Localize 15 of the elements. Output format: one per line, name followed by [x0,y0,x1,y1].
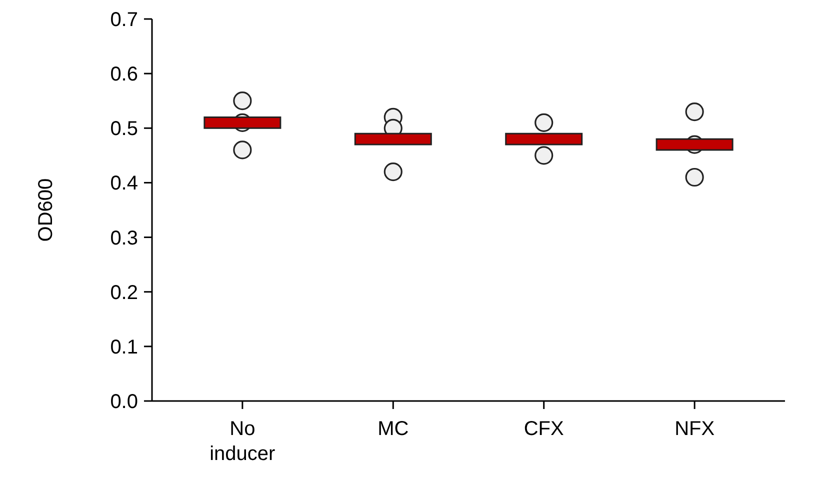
x-tick-label: No inducer [210,418,276,465]
y-tick-label: 0.5 [110,118,138,140]
y-axis-title: OD600 [35,178,57,242]
x-tick-label: MC [378,418,409,440]
y-tick-label: 0.2 [110,282,138,304]
y-tick-label: 0.4 [110,172,138,195]
bar [656,138,734,151]
y-tick-label: 0.3 [110,227,138,250]
y-tick-label: 0.0 [110,391,138,413]
y-tick-label: 0.1 [110,336,138,358]
y-tick-label: 0.6 [110,64,138,86]
x-tick-label: NFX [674,418,715,440]
y-tick-label: 0.7 [110,9,138,31]
x-tick-label: CFX [524,418,564,440]
bar [204,116,282,129]
